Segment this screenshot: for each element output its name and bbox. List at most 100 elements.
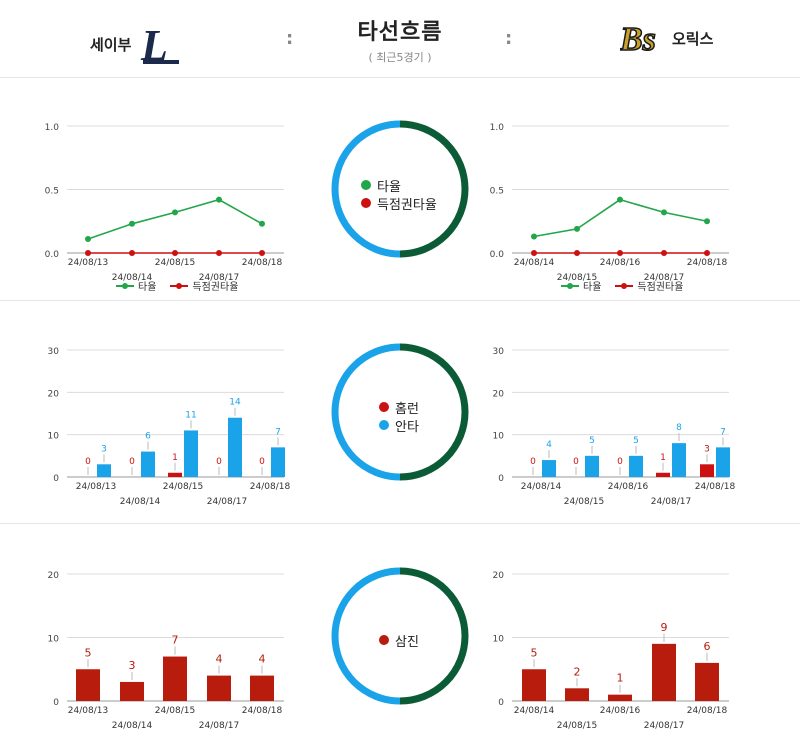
ring-legend-item: 득점권타율 [361, 194, 451, 213]
x-tick-label: 24/08/17 [644, 273, 684, 283]
data-label: 1 [617, 672, 624, 685]
data-point [129, 250, 135, 256]
y-tick-label: 0.5 [490, 187, 504, 197]
left-line-legend: 타율 득점권타율 [116, 278, 238, 293]
y-tick-label: 0 [53, 698, 59, 708]
x-tick-label: 24/08/18 [250, 482, 291, 492]
bar [141, 451, 155, 477]
data-point [259, 220, 265, 227]
x-tick-label: 24/08/17 [651, 497, 691, 507]
y-tick-label: 0 [53, 474, 59, 484]
data-label: 11 [185, 410, 196, 420]
right-line-legend: 타율 득점권타율 [561, 278, 683, 293]
x-tick-label: 24/08/15 [155, 258, 195, 268]
data-label: 4 [546, 440, 552, 450]
bar [163, 656, 187, 701]
bar [228, 417, 242, 477]
data-label: 1 [660, 453, 666, 463]
data-point [172, 209, 178, 216]
data-point [216, 196, 222, 203]
x-tick-label: 24/08/16 [608, 482, 649, 492]
data-point [172, 250, 178, 256]
svg-text:L: L [140, 22, 168, 66]
page-title: 타선흐름 [357, 20, 443, 45]
title-box: 타선흐름 ( 최근5경기 ) [300, 14, 500, 65]
data-point [85, 236, 91, 243]
divider [0, 523, 800, 524]
page-header: 세이부 L : 타선흐름 ( 최근5경기 ) : Bs 오릭스 [0, 0, 800, 78]
data-label: 7 [720, 427, 726, 437]
x-tick-label: 24/08/15 [557, 721, 597, 731]
x-tick-label: 24/08/14 [521, 482, 562, 492]
right-team[interactable]: Bs 오릭스 [620, 18, 713, 58]
bar [652, 643, 676, 701]
bar [672, 443, 686, 477]
bar [168, 472, 182, 477]
bar [700, 464, 714, 477]
data-point [617, 196, 623, 203]
data-point [574, 250, 580, 256]
page-subtitle: ( 최근5경기 ) [368, 51, 432, 64]
data-point [129, 220, 135, 227]
y-tick-label: 0 [498, 474, 504, 484]
data-label: 0 [617, 457, 623, 467]
y-tick-label: 0.5 [45, 187, 59, 197]
data-label: 0 [530, 457, 536, 467]
x-tick-label: 24/08/15 [155, 706, 195, 716]
data-label: 0 [85, 457, 91, 467]
ring-legend-avg: 타율 득점권타율 [361, 176, 451, 213]
y-tick-label: 10 [493, 635, 505, 645]
bar [629, 455, 643, 477]
bar [76, 669, 100, 701]
left-team-name: 세이부 [90, 35, 132, 54]
legend-dot-icon [361, 198, 371, 208]
bar [250, 675, 274, 701]
data-point [531, 233, 537, 240]
data-point [259, 250, 265, 256]
ring-legend-item: 타율 [361, 176, 451, 195]
y-tick-label: 10 [48, 635, 60, 645]
legend-dot-icon [379, 420, 389, 430]
data-label: 5 [633, 436, 639, 446]
data-point [704, 218, 710, 225]
bar [184, 430, 198, 477]
y-tick-label: 0.0 [490, 250, 505, 260]
ring-legend-item: 삼진 [379, 631, 469, 650]
data-label: 0 [216, 457, 222, 467]
data-label: 9 [661, 621, 668, 634]
x-tick-label: 24/08/14 [112, 273, 153, 283]
x-tick-label: 24/08/17 [644, 721, 684, 731]
x-tick-label: 24/08/18 [687, 258, 728, 268]
header-separator-left: : [286, 28, 294, 49]
x-tick-label: 24/08/15 [557, 273, 597, 283]
data-label: 5 [531, 646, 538, 659]
y-tick-label: 30 [493, 347, 505, 357]
data-label: 3 [101, 444, 107, 454]
bar [271, 447, 285, 477]
data-label: 3 [129, 659, 136, 672]
data-point [216, 250, 222, 256]
legend-item-avg: 타율 [561, 278, 601, 293]
ring-legend-item: 홈런 [379, 398, 469, 417]
ring-strikeouts [331, 567, 469, 705]
x-tick-label: 24/08/17 [199, 721, 239, 731]
data-point [531, 250, 537, 256]
left-team[interactable]: 세이부 L [90, 22, 181, 66]
data-label: 6 [145, 432, 151, 442]
data-label: 14 [229, 398, 241, 408]
seibu-logo-icon: L [140, 22, 180, 66]
data-point [704, 250, 710, 256]
orix-logo-icon: Bs [620, 20, 657, 58]
x-tick-label: 24/08/13 [68, 706, 108, 716]
legend-dot-icon [379, 635, 389, 645]
data-label: 8 [676, 423, 682, 433]
x-tick-label: 24/08/14 [514, 258, 555, 268]
header-separator-right: : [505, 28, 513, 49]
data-label: 7 [275, 427, 281, 437]
data-label: 7 [172, 634, 179, 647]
data-label: 4 [216, 653, 223, 666]
x-tick-label: 24/08/14 [120, 497, 161, 507]
